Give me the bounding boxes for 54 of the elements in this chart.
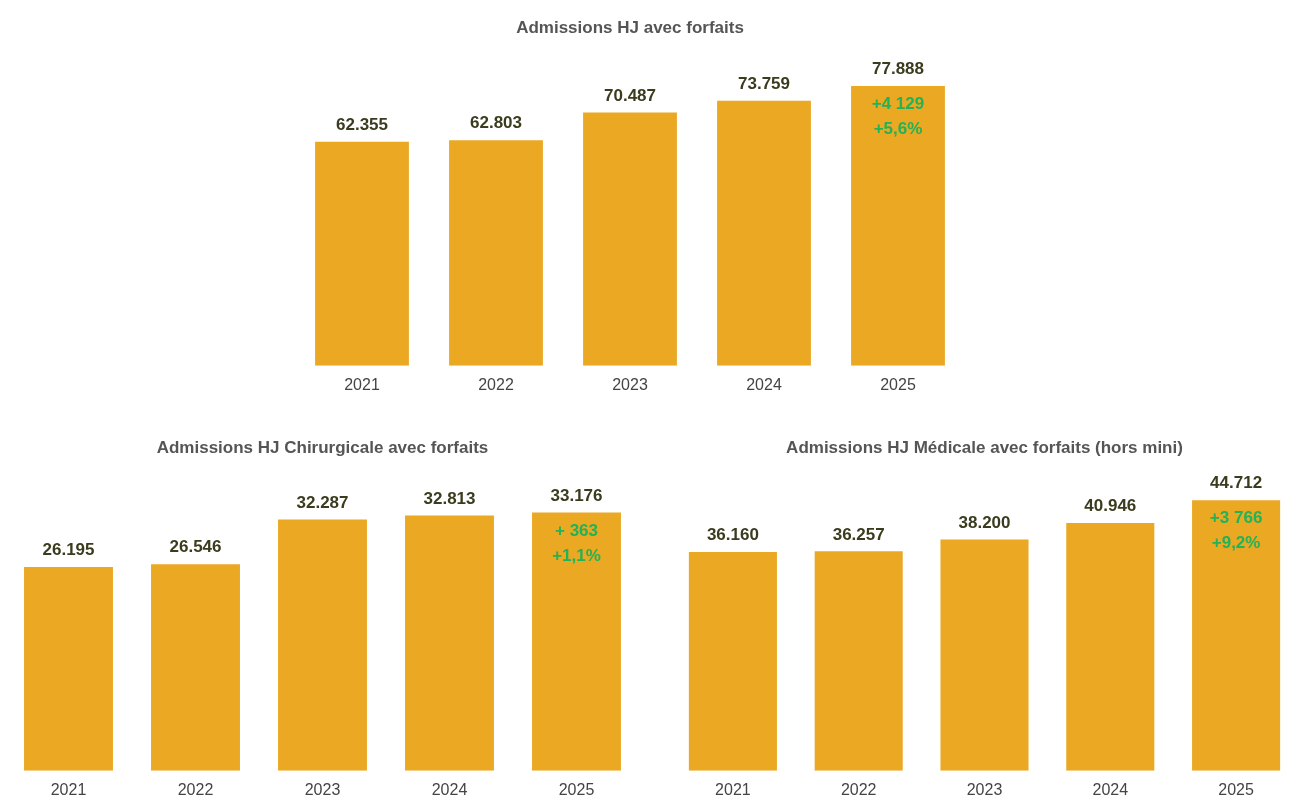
data-label: 40.946 (1084, 496, 1137, 516)
bar (851, 85, 945, 366)
bar (814, 551, 903, 771)
data-label: 36.160 (706, 525, 759, 545)
data-label: 26.195 (42, 540, 95, 560)
bar (1192, 500, 1281, 771)
x-tick-label: 2023 (304, 780, 341, 798)
x-tick-label: 2021 (715, 780, 751, 798)
bar (1066, 522, 1155, 771)
bar (940, 539, 1029, 771)
chart-title: Admissions HJ avec forfaits (516, 17, 744, 37)
chart-title: Admissions HJ Médicale avec forfaits (hors mini) (786, 437, 1183, 457)
bar (449, 140, 543, 366)
annotation: + 363 (554, 520, 599, 540)
data-label: 70.487 (604, 85, 656, 105)
data-label: 32.287 (296, 492, 349, 512)
bar (717, 100, 811, 366)
bar (532, 512, 621, 771)
x-tick-label: 2022 (478, 375, 514, 393)
annotation: +9,2% (1211, 533, 1261, 553)
bar (278, 519, 367, 771)
x-tick-label: 2025 (558, 780, 595, 798)
data-label: 33.176 (550, 485, 603, 505)
x-tick-label: 2025 (1218, 780, 1254, 798)
x-tick-label: 2023 (612, 375, 648, 393)
x-tick-label: 2024 (1092, 780, 1129, 798)
data-label: 38.200 (958, 512, 1011, 532)
data-label: 62.803 (470, 113, 522, 133)
x-tick-label: 2022 (177, 780, 214, 798)
chart-title: Admissions HJ Chirurgicale avec forfaits (156, 437, 489, 457)
x-tick-label: 2025 (880, 375, 916, 393)
data-label: 62.355 (336, 114, 388, 134)
data-label: 32.813 (423, 488, 476, 508)
annotation: +4 129 (871, 94, 925, 114)
data-label: 44.712 (1210, 473, 1263, 493)
annotation: +5,6% (873, 119, 923, 139)
bar (405, 515, 494, 771)
data-label: 26.546 (169, 537, 222, 557)
x-tick-label: 2021 (344, 375, 380, 393)
x-tick-label: 2023 (966, 780, 1003, 798)
data-label: 77.888 (872, 59, 924, 79)
data-label: 73.759 (738, 74, 790, 94)
x-tick-label: 2022 (840, 780, 877, 798)
x-tick-label: 2024 (431, 780, 468, 798)
annotation: +1,1% (552, 545, 601, 565)
data-label: 36.257 (832, 524, 885, 544)
bar (688, 551, 777, 771)
x-tick-label: 2024 (746, 375, 782, 393)
bar (315, 141, 409, 366)
x-tick-label: 2021 (50, 780, 87, 798)
bar (24, 566, 113, 771)
bar (151, 564, 240, 771)
annotation: +3 766 (1209, 508, 1263, 528)
bar (583, 112, 677, 366)
